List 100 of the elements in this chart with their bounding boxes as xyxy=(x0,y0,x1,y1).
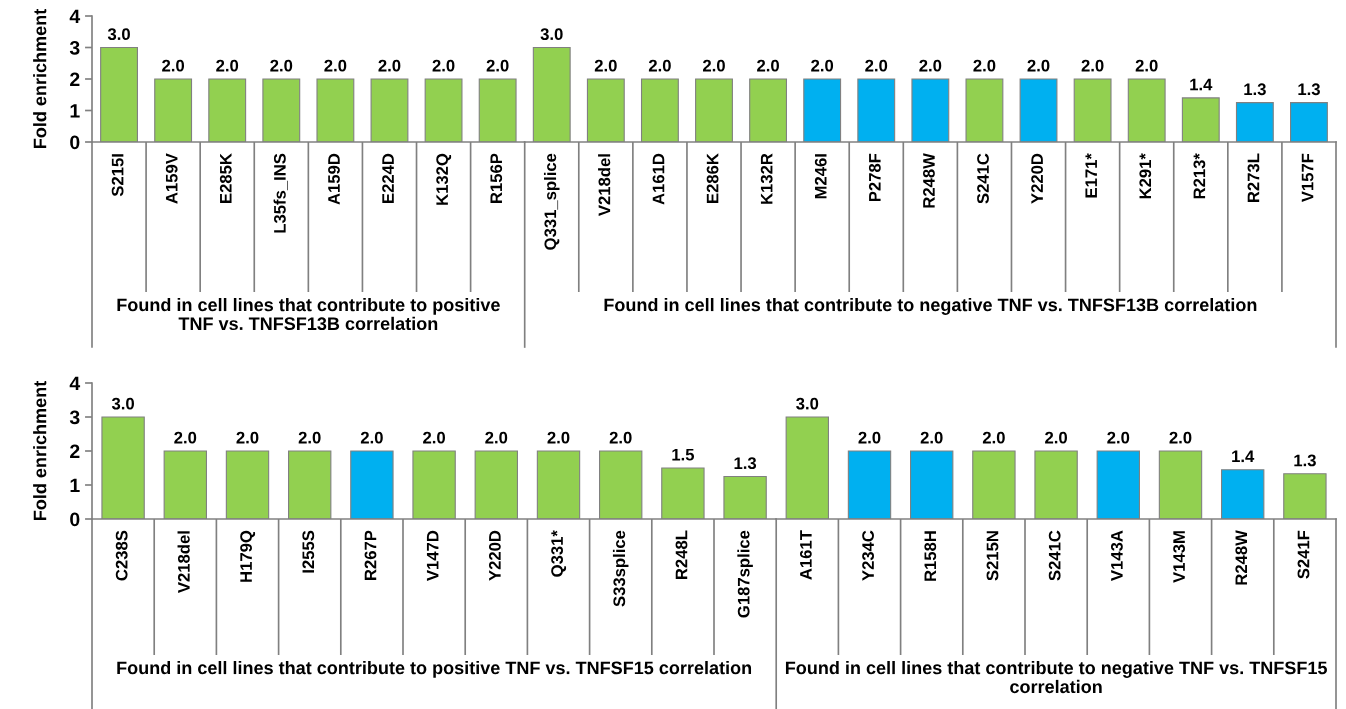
data-label: 2.0 xyxy=(702,59,725,72)
x-tick-label: K132R xyxy=(760,153,773,204)
data-label: 2.0 xyxy=(270,59,293,72)
x-tick-label: S241C xyxy=(1048,530,1061,581)
data-label: 2.0 xyxy=(174,431,197,444)
data-label: 2.0 xyxy=(594,59,617,72)
y-tick-label: 2 xyxy=(70,72,80,87)
data-label: 2.0 xyxy=(1027,59,1050,72)
data-label: 2.0 xyxy=(432,59,455,72)
data-label: 3.0 xyxy=(540,28,563,41)
data-label: 1.3 xyxy=(1298,83,1320,96)
x-tick-label: V147D xyxy=(426,530,439,581)
data-label: 2.0 xyxy=(858,431,881,444)
x-tick-label: E285K xyxy=(219,153,232,203)
data-label: 3.0 xyxy=(796,397,819,410)
x-tick-label: S33splice xyxy=(612,530,629,607)
x-tick-label: V143M xyxy=(1173,531,1185,583)
x-tick-label: I255S xyxy=(302,530,315,573)
x-tick-label: R158H xyxy=(924,531,937,581)
x-tick-label: R248W xyxy=(1235,530,1248,585)
data-label: 2.0 xyxy=(920,431,943,444)
x-tick-label: V218del xyxy=(177,531,190,593)
x-tick-label: C238S xyxy=(115,530,128,581)
data-label: 1.3 xyxy=(1294,454,1316,467)
x-tick-label: K132Q xyxy=(436,153,452,205)
y-tick-label: 2 xyxy=(70,444,80,459)
x-tick-label: R248W xyxy=(923,153,935,208)
data-label: 2.0 xyxy=(982,431,1005,444)
data-label: 2.0 xyxy=(648,59,671,72)
data-label: 2.0 xyxy=(360,431,383,444)
x-tick-label: Y220D xyxy=(1031,153,1043,204)
x-tick-label: Q331* xyxy=(551,530,567,577)
data-label: 2.0 xyxy=(1135,59,1158,72)
x-tick-label: A159D xyxy=(328,153,340,205)
y-tick-label: 1 xyxy=(70,478,80,493)
data-label: 3.0 xyxy=(107,28,130,41)
data-label: 2.0 xyxy=(865,59,888,72)
x-tick-label: A161T xyxy=(799,530,812,580)
y-tick-label: 4 xyxy=(69,9,81,24)
x-tick-label: A161D xyxy=(652,153,665,205)
x-tick-label: S215I xyxy=(111,154,124,197)
data-label: 2.0 xyxy=(298,431,321,444)
data-label: 2.0 xyxy=(485,431,508,444)
data-label: 2.0 xyxy=(757,59,779,72)
x-tick-label: Y220D xyxy=(488,530,501,581)
x-tick-label: S215N xyxy=(986,531,999,581)
x-tick-label: Y234C xyxy=(862,530,874,581)
x-tick-label: P278F xyxy=(868,153,881,202)
data-label: 1.4 xyxy=(1232,450,1255,463)
x-axis-title: Found in cell lines that contribute to positive TNF vs. TNFSF13B correlation xyxy=(117,298,500,331)
data-label: 2.0 xyxy=(1045,431,1067,444)
data-label: 3.0 xyxy=(111,397,134,410)
y-tick-label: 4 xyxy=(69,376,81,391)
y-axis-title: Fold enrichment xyxy=(33,9,47,149)
x-tick-label: E171* xyxy=(1085,153,1097,198)
x-tick-label: R213* xyxy=(1193,153,1206,199)
data-label: 2.0 xyxy=(1081,59,1104,72)
x-tick-label: R267P xyxy=(364,530,377,580)
x-axis-title: Found in cell lines that contribute to negative TNF vs. TNFSF13B correlation xyxy=(604,298,1257,315)
data-label: 2.0 xyxy=(216,59,239,72)
data-label: 1.3 xyxy=(1244,83,1266,96)
y-tick-label: 1 xyxy=(70,104,80,118)
y-tick-label: 0 xyxy=(70,512,80,527)
x-axis-title: Found in cell lines that contribute to negative TNF vs. TNFSF15 correlation xyxy=(785,661,1327,694)
data-label: 1.4 xyxy=(1190,78,1213,91)
x-tick-label: K291* xyxy=(1139,153,1152,199)
x-tick-label: H179Q xyxy=(240,530,256,582)
x-tick-label: L35fs_INS xyxy=(273,153,288,233)
y-tick-label: 0 xyxy=(70,135,80,150)
data-label: 2.0 xyxy=(811,59,834,72)
data-label: 1.3 xyxy=(734,457,757,470)
x-tick-label: E286K xyxy=(706,153,719,203)
x-tick-label: S241C xyxy=(977,153,989,204)
x-tick-label: V143A xyxy=(1110,530,1123,581)
x-tick-label: M246I xyxy=(814,154,827,199)
data-label: 2.0 xyxy=(378,59,401,72)
y-axis-title: Fold enrichment xyxy=(33,381,47,521)
x-tick-label: R248L xyxy=(675,530,688,580)
data-label: 2.0 xyxy=(324,59,347,72)
data-label: 2.0 xyxy=(236,431,259,444)
x-tick-label: V157F xyxy=(1301,153,1314,203)
data-label: 1.5 xyxy=(672,448,695,461)
data-label: 2.0 xyxy=(486,59,509,72)
x-axis-title: Found in cell lines that contribute to positive TNF vs. TNFSF15 correlation xyxy=(117,661,752,678)
x-tick-label: R156P xyxy=(490,153,503,203)
data-label: 2.0 xyxy=(1107,431,1130,444)
data-label: 2.0 xyxy=(973,59,996,72)
y-tick-label: 3 xyxy=(69,410,80,425)
x-tick-label: V218del xyxy=(598,154,611,216)
x-tick-label: A159V xyxy=(165,153,178,204)
x-tick-label: G187splice xyxy=(737,530,753,618)
data-label: 2.0 xyxy=(547,431,570,444)
y-tick-label: 3 xyxy=(69,40,80,55)
x-tick-label: Q331_splice xyxy=(543,153,560,250)
data-label: 2.0 xyxy=(609,431,632,444)
data-label: 2.0 xyxy=(919,59,942,72)
x-tick-label: R273L xyxy=(1247,153,1260,203)
data-label: 2.0 xyxy=(1169,431,1192,444)
x-tick-label: E224D xyxy=(382,153,394,203)
x-tick-label: S241F xyxy=(1297,530,1310,579)
